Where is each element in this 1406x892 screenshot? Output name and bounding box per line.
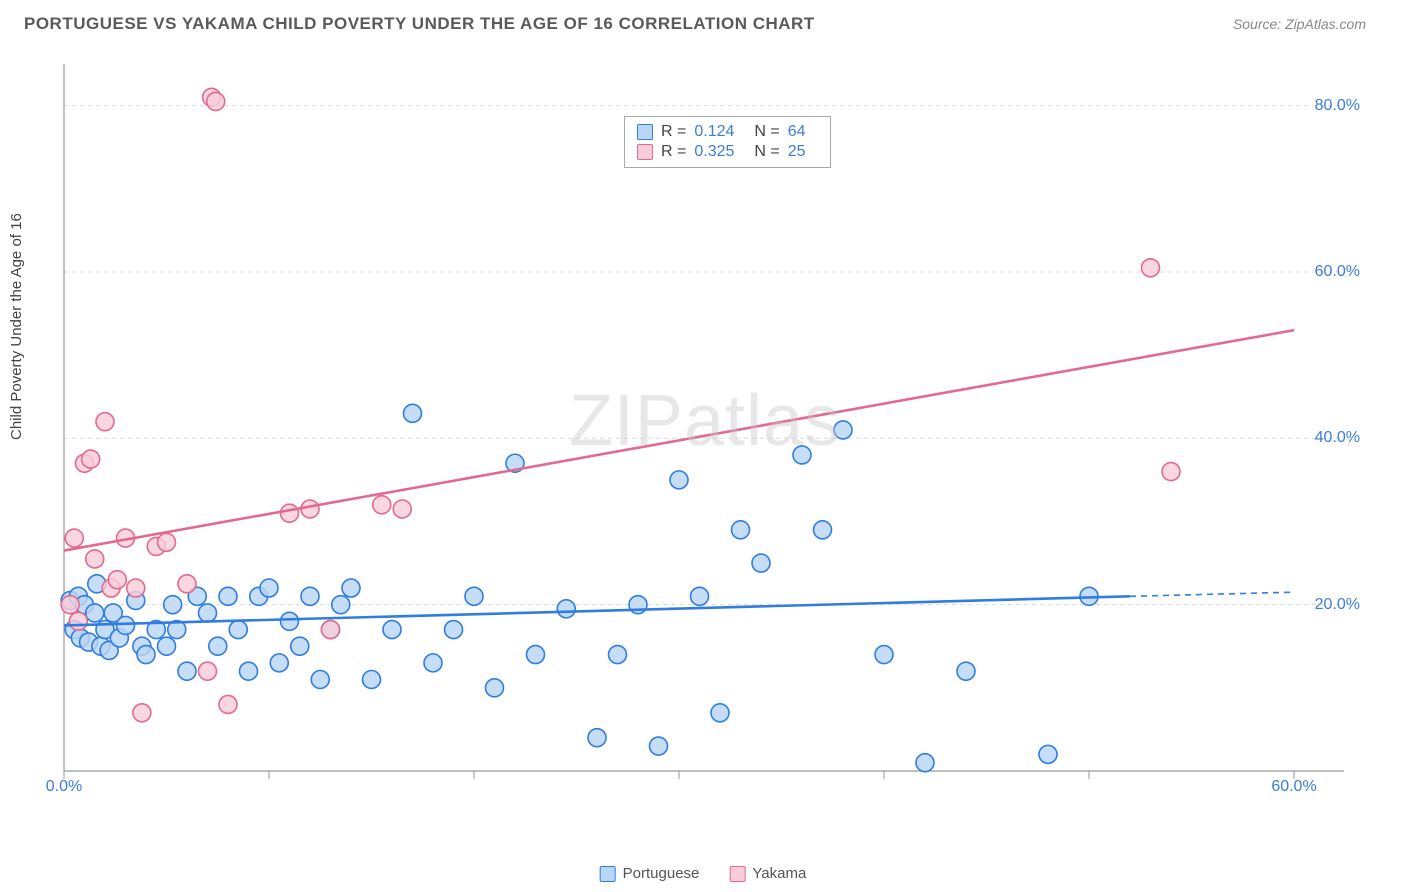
- chart-svg: [54, 56, 1356, 816]
- swatch-portuguese: [637, 124, 653, 140]
- legend-item-yakama: Yakama: [729, 865, 806, 882]
- swatch-yakama: [637, 144, 653, 160]
- legend-row-yakama: R = 0.325 N = 25: [637, 142, 818, 162]
- n-label: N =: [754, 143, 779, 161]
- legend-label-yakama: Yakama: [752, 865, 806, 882]
- r-value-portuguese: 0.124: [694, 123, 734, 141]
- y-axis-label: Child Poverty Under the Age of 16: [8, 213, 25, 440]
- n-value-portuguese: 64: [788, 123, 806, 141]
- chart-header: PORTUGUESE VS YAKAMA CHILD POVERTY UNDER…: [0, 0, 1406, 44]
- legend-label-portuguese: Portuguese: [623, 865, 700, 882]
- r-label: R =: [661, 143, 686, 161]
- x-tick-label: 0.0%: [46, 778, 82, 796]
- scatter-chart: ZIPatlas R = 0.124 N = 64 R = 0.325 N = …: [54, 56, 1356, 816]
- bottom-legend: Portuguese Yakama: [600, 865, 807, 882]
- y-tick-label: 40.0%: [1315, 429, 1360, 447]
- swatch-yakama: [729, 866, 745, 882]
- source-value: ZipAtlas.com: [1285, 16, 1366, 32]
- swatch-portuguese: [600, 866, 616, 882]
- y-tick-label: 60.0%: [1315, 263, 1360, 281]
- r-value-yakama: 0.325: [694, 143, 734, 161]
- source-label: Source:: [1233, 16, 1285, 32]
- n-value-yakama: 25: [788, 143, 806, 161]
- y-tick-label: 80.0%: [1315, 97, 1360, 115]
- legend-row-portuguese: R = 0.124 N = 64: [637, 122, 818, 142]
- y-tick-label: 20.0%: [1315, 596, 1360, 614]
- r-label: R =: [661, 123, 686, 141]
- legend-item-portuguese: Portuguese: [600, 865, 700, 882]
- correlation-legend: R = 0.124 N = 64 R = 0.325 N = 25: [624, 116, 831, 168]
- chart-title: PORTUGUESE VS YAKAMA CHILD POVERTY UNDER…: [24, 14, 815, 34]
- x-tick-label: 60.0%: [1271, 778, 1316, 796]
- source-credit: Source: ZipAtlas.com: [1233, 16, 1366, 32]
- n-label: N =: [754, 123, 779, 141]
